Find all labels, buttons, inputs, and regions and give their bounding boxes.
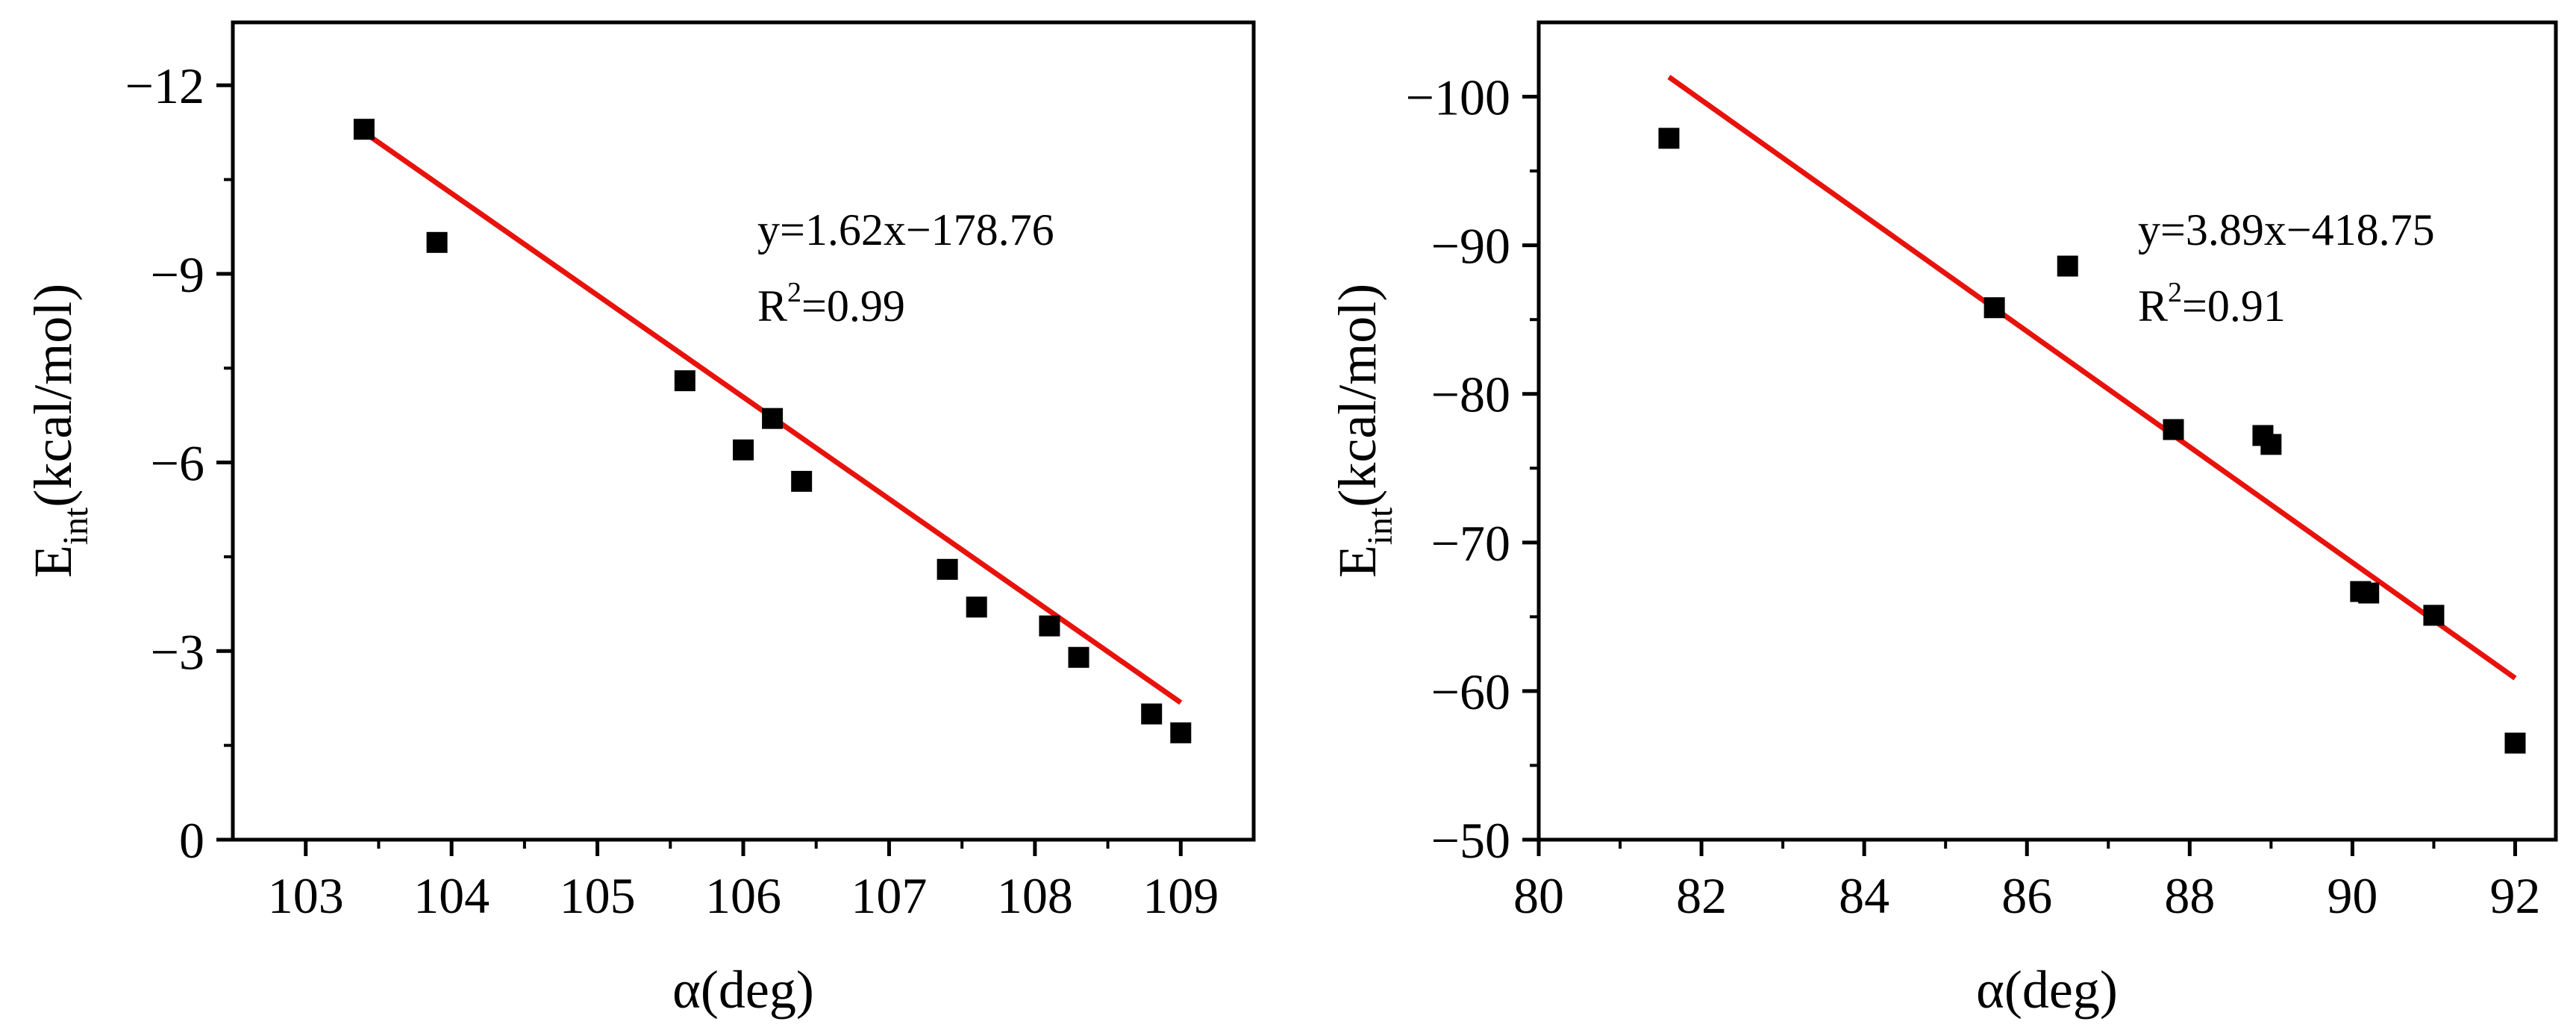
- right-x-axis-title: α(deg): [1976, 960, 2118, 1020]
- right-x-tick-label: 80: [1513, 867, 1564, 924]
- right-data-points: [1658, 128, 2526, 754]
- right-data-point: [2358, 582, 2380, 604]
- right-x-tick-label: 86: [2001, 867, 2052, 924]
- left-x-axis-title: α(deg): [672, 960, 814, 1020]
- right-data-point: [2163, 419, 2184, 440]
- right-panel: 80 82 84 86 88 90 92 −50 −60 −70 −80 −90 −100 y=3.8…: [1328, 20, 2558, 1020]
- right-x-tick-label: 88: [2164, 867, 2215, 924]
- right-data-point: [2423, 605, 2445, 626]
- left-data-point: [1170, 722, 1192, 743]
- right-r2: R2=0.91: [2138, 277, 2286, 331]
- right-data-point: [2057, 255, 2078, 277]
- right-data-point: [2504, 732, 2526, 754]
- left-data-point: [1039, 615, 1060, 637]
- right-data-point: [1658, 128, 1680, 149]
- left-data-point: [762, 408, 784, 429]
- left-panel: 103 104 105 106 107 108 109 0 −3 −6 −9 −12 y=1.62x…: [23, 20, 1256, 1020]
- left-data-point: [674, 370, 695, 392]
- left-x-tick-label: 105: [560, 867, 636, 924]
- right-y-tick-label: −100: [1406, 69, 1510, 126]
- left-x-tick-label: 106: [705, 867, 781, 924]
- left-data-point: [1141, 703, 1163, 725]
- left-data-point: [733, 439, 754, 461]
- left-data-point: [426, 231, 448, 253]
- left-x-tick-label: 108: [997, 867, 1073, 924]
- right-equation: y=3.89x−418.75: [2138, 205, 2435, 255]
- left-data-points: [353, 119, 1192, 743]
- right-x-ticks: 80 82 84 86 88 90 92: [1513, 840, 2540, 924]
- right-fit-line: [1667, 75, 2517, 681]
- left-y-tick-label: −3: [151, 623, 204, 680]
- right-x-tick-label: 84: [1839, 867, 1889, 924]
- left-y-tick-label: −6: [151, 435, 204, 492]
- left-y-tick-label: −12: [125, 57, 204, 114]
- right-y-tick-label: −70: [1431, 515, 1510, 572]
- right-x-tick-label: 82: [1676, 867, 1727, 924]
- left-data-point: [791, 470, 813, 492]
- left-data-point: [966, 596, 987, 618]
- left-x-ticks: 103 104 105 106 107 108 109: [268, 840, 1219, 924]
- left-equation: y=1.62x−178.76: [757, 205, 1054, 255]
- left-x-tick-label: 103: [268, 867, 344, 924]
- left-x-tick-label: 107: [851, 867, 927, 924]
- right-y-tick-label: −50: [1431, 812, 1510, 869]
- left-data-point: [937, 558, 958, 580]
- right-data-point: [1983, 297, 2005, 319]
- right-data-point: [2260, 434, 2282, 455]
- left-x-tick-label: 104: [413, 867, 490, 924]
- right-y-tick-label: −60: [1431, 664, 1510, 720]
- right-y-ticks: −50 −60 −70 −80 −90 −100: [1406, 69, 1539, 869]
- right-x-tick-label: 92: [2489, 867, 2540, 924]
- right-y-tick-label: −90: [1431, 218, 1510, 275]
- right-x-tick-label: 90: [2327, 867, 2378, 924]
- left-y-tick-label: −9: [151, 246, 204, 303]
- right-plot-frame: [1536, 20, 2558, 842]
- left-data-point: [1068, 646, 1090, 668]
- left-data-point: [353, 119, 375, 140]
- right-y-axis-title: Eint(kcal/mol): [1328, 284, 1400, 578]
- left-x-tick-label: 109: [1142, 867, 1219, 924]
- left-r2: R2=0.99: [757, 277, 905, 331]
- left-y-tick-label: 0: [179, 812, 204, 869]
- left-y-axis-title: Eint(kcal/mol): [23, 284, 96, 578]
- right-y-tick-label: −80: [1431, 366, 1510, 423]
- left-y-ticks: 0 −3 −6 −9 −12: [125, 57, 233, 869]
